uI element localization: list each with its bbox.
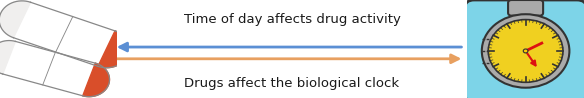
Text: Drugs affect the biological clock: Drugs affect the biological clock bbox=[185, 77, 399, 90]
Circle shape bbox=[488, 20, 563, 82]
FancyBboxPatch shape bbox=[508, 0, 543, 16]
Polygon shape bbox=[0, 41, 15, 74]
Polygon shape bbox=[0, 1, 30, 38]
Polygon shape bbox=[83, 63, 109, 97]
FancyBboxPatch shape bbox=[465, 0, 584, 98]
Circle shape bbox=[482, 14, 569, 88]
Circle shape bbox=[523, 49, 528, 53]
Text: Time of day affects drug activity: Time of day affects drug activity bbox=[183, 13, 401, 26]
Polygon shape bbox=[98, 31, 129, 68]
